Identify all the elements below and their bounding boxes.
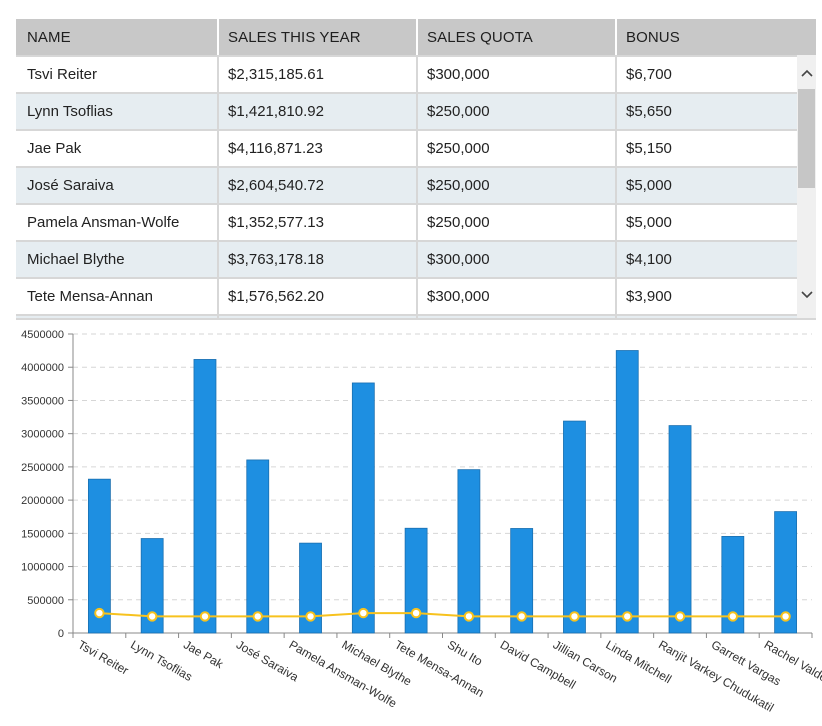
x-tick-label: Tsvi Reiter bbox=[76, 637, 132, 677]
cell-name: José Saraiva bbox=[16, 168, 219, 203]
y-tick-label: 3500000 bbox=[21, 395, 64, 407]
grid-header: NAME SALES THIS YEAR SALES QUOTA BONUS bbox=[16, 19, 816, 55]
cell-bonus: $5,000 bbox=[626, 214, 672, 231]
x-tick-label: Jae Pak bbox=[181, 637, 226, 671]
y-tick-label: 2500000 bbox=[21, 462, 64, 474]
cell-sales-this-year: $1,352,577.13 bbox=[217, 205, 418, 240]
quota-line bbox=[99, 612, 786, 618]
grid-body: Tsvi Reiter $2,315,185.61 $300,000 $6,70… bbox=[16, 55, 816, 320]
quota-point-7 bbox=[463, 611, 475, 622]
bar-4 bbox=[299, 542, 322, 634]
quota-point-5 bbox=[358, 607, 369, 619]
bar-10 bbox=[615, 350, 639, 634]
chevron-down-icon[interactable] bbox=[797, 285, 816, 305]
quota-point-4 bbox=[305, 611, 316, 622]
cell-name: Pamela Ansman-Wolfe bbox=[16, 205, 219, 240]
bar-1 bbox=[140, 538, 164, 634]
quota-point-10 bbox=[622, 611, 633, 622]
cell-bonus: $5,650 bbox=[626, 103, 672, 120]
quota-point-2 bbox=[199, 611, 211, 622]
cell-name: Lynn Tsoflias bbox=[16, 94, 219, 129]
quota-point-9 bbox=[569, 611, 580, 622]
bar-2 bbox=[193, 359, 217, 634]
quota-point-12 bbox=[727, 611, 739, 622]
y-tick-label: 500000 bbox=[27, 595, 64, 607]
bar-9 bbox=[563, 420, 586, 634]
y-tick-label: 4500000 bbox=[21, 329, 64, 341]
cell-sales-quota: $300,000 bbox=[416, 57, 617, 92]
cell-sales-this-year: $3,763,178.18 bbox=[217, 242, 418, 277]
bar-8 bbox=[510, 528, 534, 634]
column-header-bonus[interactable]: BONUS bbox=[626, 29, 680, 46]
cell-bonus: $6,700 bbox=[626, 66, 672, 83]
cell-sales-quota: $300,000 bbox=[416, 279, 617, 314]
quota-point-8 bbox=[516, 611, 527, 622]
bar-7 bbox=[457, 469, 481, 634]
quota-point-3 bbox=[252, 611, 263, 622]
cell-sales-quota: $300,000 bbox=[416, 242, 617, 277]
vertical-scrollbar[interactable] bbox=[797, 55, 816, 320]
cell-sales-quota: $250,000 bbox=[416, 131, 617, 166]
cell-sales-quota: $250,000 bbox=[416, 205, 617, 240]
grid-bottom-border bbox=[16, 318, 816, 320]
table-row[interactable]: Michael Blythe $3,763,178.18 $300,000 $4… bbox=[16, 240, 797, 277]
chart-svg: 0 500000 1000000 1500000 2000000 2500000 30000… bbox=[21, 329, 822, 715]
y-tick-label: 1000000 bbox=[21, 562, 64, 574]
quota-point-11 bbox=[674, 611, 686, 622]
cell-sales-this-year: $2,604,540.72 bbox=[217, 168, 418, 203]
cell-name: Michael Blythe bbox=[16, 242, 219, 277]
table-row[interactable]: Pamela Ansman-Wolfe $1,352,577.13 $250,0… bbox=[16, 203, 797, 240]
bar-11 bbox=[668, 425, 692, 634]
cell-sales-this-year: $1,421,810.92 bbox=[217, 94, 418, 129]
cell-sales-this-year: $4,116,871.23 bbox=[217, 131, 418, 166]
bar-13 bbox=[774, 511, 798, 634]
column-header-sales-quota[interactable]: SALES QUOTA bbox=[416, 19, 617, 55]
cell-name: Tsvi Reiter bbox=[16, 57, 219, 92]
table-row[interactable]: Lynn Tsoflias $1,421,810.92 $250,000 $5,… bbox=[16, 92, 797, 129]
table-row[interactable]: Tete Mensa-Annan $1,576,562.20 $300,000 … bbox=[16, 277, 797, 314]
quota-point-0 bbox=[94, 607, 105, 619]
y-tick-label: 1500000 bbox=[21, 528, 64, 540]
cell-name: Tete Mensa-Annan bbox=[16, 279, 219, 314]
table-row[interactable]: Jae Pak $4,116,871.23 $250,000 $5,150 bbox=[16, 129, 797, 166]
quota-point-6 bbox=[410, 607, 422, 619]
bar-5 bbox=[351, 382, 375, 634]
table-row[interactable]: José Saraiva $2,604,540.72 $250,000 $5,0… bbox=[16, 166, 797, 203]
cell-bonus: $4,100 bbox=[626, 251, 672, 268]
bar-12 bbox=[721, 536, 745, 634]
y-tick-label: 2000000 bbox=[21, 495, 64, 507]
chevron-up-icon[interactable] bbox=[797, 63, 816, 83]
sales-grid: NAME SALES THIS YEAR SALES QUOTA BONUS T… bbox=[16, 19, 816, 320]
cell-bonus: $3,900 bbox=[626, 288, 672, 305]
cell-bonus: $5,000 bbox=[626, 177, 672, 194]
table-row[interactable]: Tsvi Reiter $2,315,185.61 $300,000 $6,70… bbox=[16, 55, 797, 92]
y-tick-label: 3000000 bbox=[21, 429, 64, 441]
cell-sales-this-year: $2,315,185.61 bbox=[217, 57, 418, 92]
cell-sales-quota: $250,000 bbox=[416, 168, 617, 203]
y-tick-label: 0 bbox=[58, 628, 64, 640]
bar-0 bbox=[87, 478, 111, 634]
column-header-name[interactable]: NAME bbox=[16, 19, 219, 55]
cell-bonus: $5,150 bbox=[626, 140, 672, 157]
cell-name: Jae Pak bbox=[16, 131, 219, 166]
quota-point-1 bbox=[146, 611, 158, 622]
x-tick-label: Shu Ito bbox=[445, 637, 485, 668]
scrollbar-thumb[interactable] bbox=[798, 89, 815, 188]
bar-6 bbox=[404, 527, 428, 634]
cell-sales-quota: $250,000 bbox=[416, 94, 617, 129]
sales-chart: 0 500000 1000000 1500000 2000000 2500000 30000… bbox=[0, 320, 822, 726]
cell-sales-this-year: $1,576,562.20 bbox=[217, 279, 418, 314]
y-tick-label: 4000000 bbox=[21, 362, 64, 374]
quota-point-13 bbox=[780, 611, 791, 622]
bar-3 bbox=[246, 459, 270, 634]
column-header-sales-this-year[interactable]: SALES THIS YEAR bbox=[217, 19, 418, 55]
x-tick-label: Tete Mensa-Annan bbox=[392, 637, 486, 699]
